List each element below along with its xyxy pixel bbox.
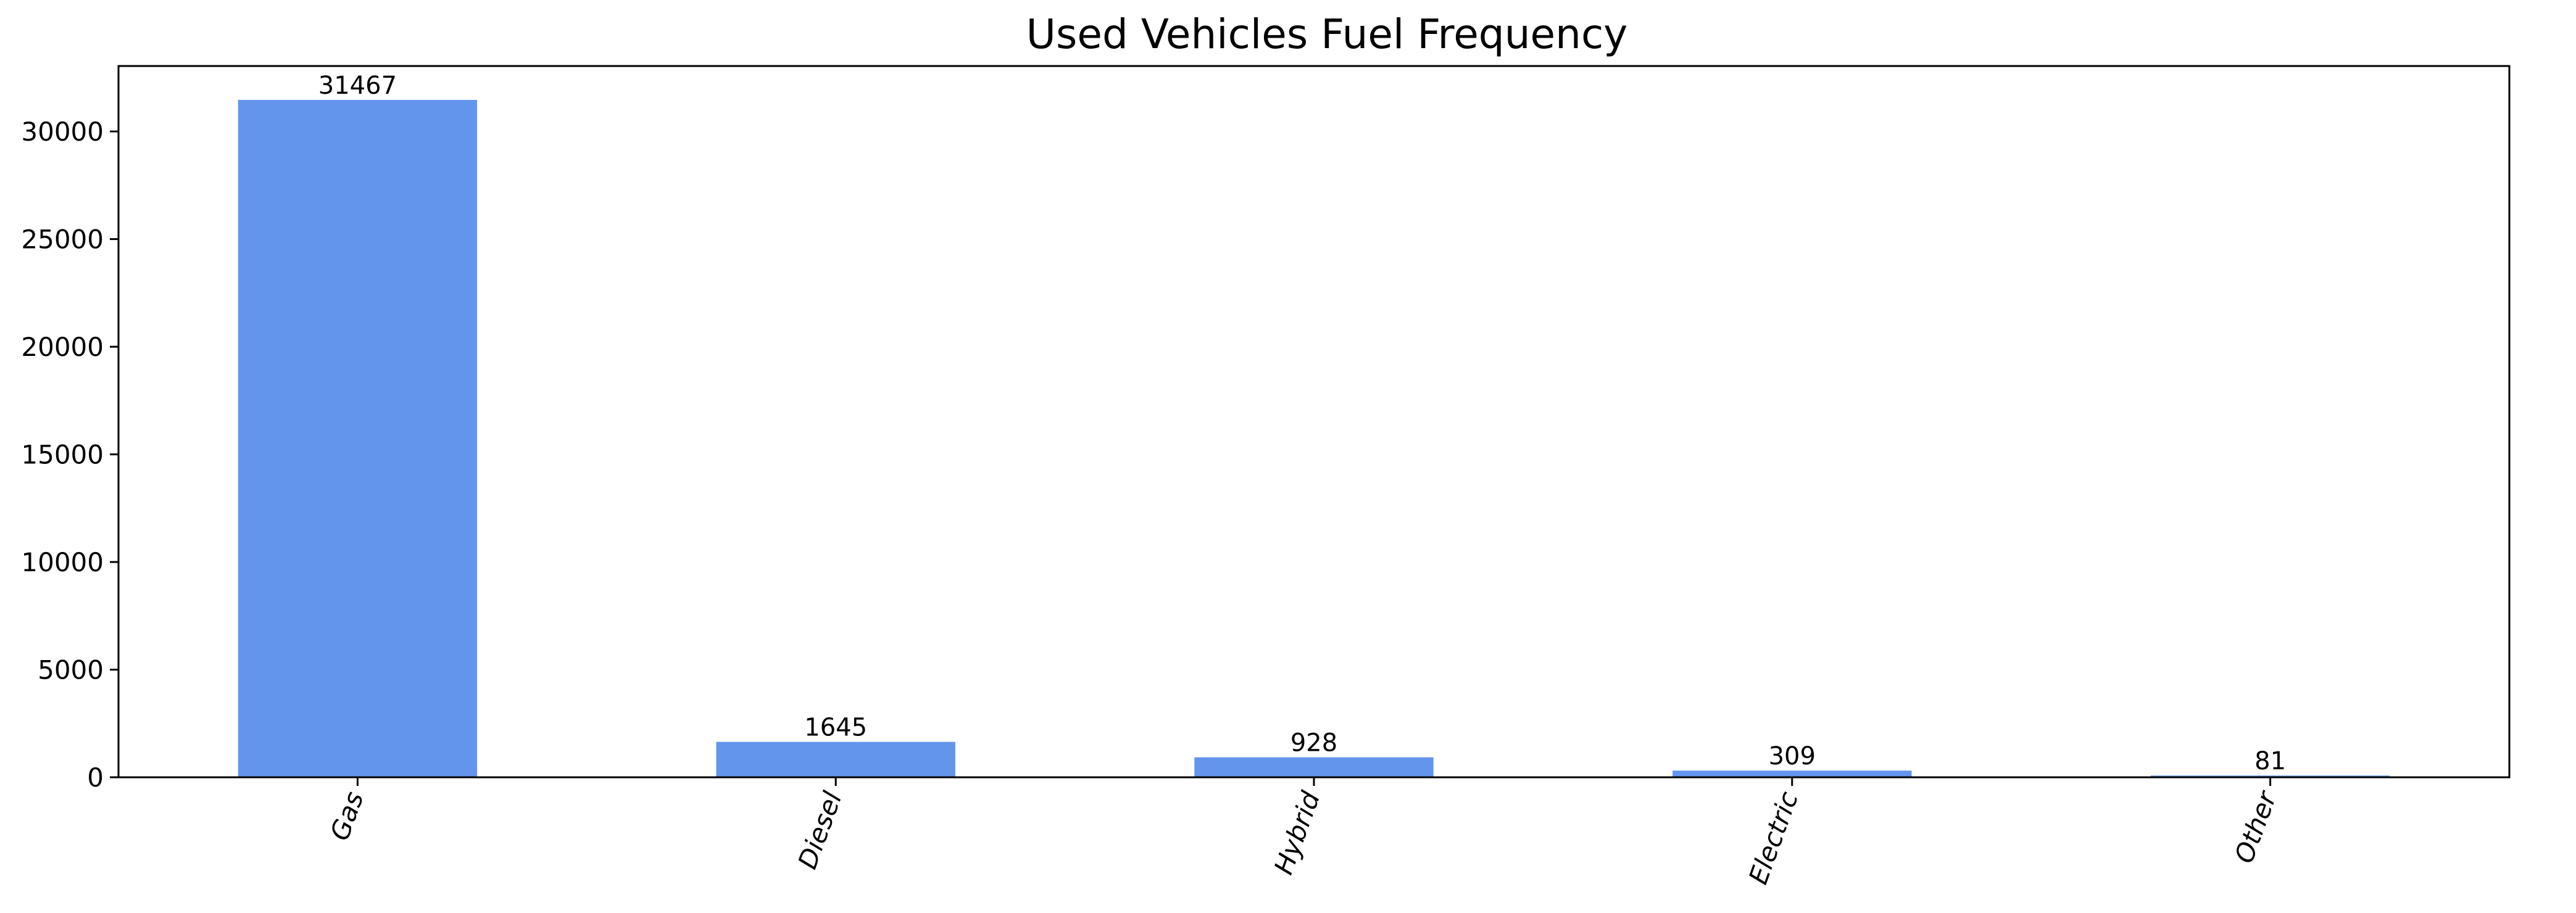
bar-diesel xyxy=(716,742,955,777)
y-tick-label: 0 xyxy=(87,762,104,793)
y-tick-label: 15000 xyxy=(21,440,104,470)
x-tick-label: Diesel xyxy=(792,787,847,873)
x-tick-label: Hybrid xyxy=(1268,787,1326,878)
bar-value-label: 31467 xyxy=(318,72,397,100)
y-tick-label: 30000 xyxy=(21,117,104,147)
plot-frame xyxy=(117,65,2511,779)
x-axis: Gas Diesel Hybrid Electric Other xyxy=(324,777,2283,888)
bar-electric xyxy=(1672,770,1912,777)
x-tick-label: Electric xyxy=(1743,788,1804,888)
y-tick-label: 5000 xyxy=(38,655,104,685)
x-tick-label: Other xyxy=(2229,786,2283,867)
bar-gas xyxy=(238,99,478,778)
y-tick-label: 25000 xyxy=(21,225,104,255)
y-tick-label: 10000 xyxy=(21,547,104,577)
chart-title: Used Vehicles Fuel Frequency xyxy=(1026,10,1628,58)
x-tick-label: Gas xyxy=(324,788,369,845)
bar-value-label: 928 xyxy=(1290,729,1337,758)
bars xyxy=(238,99,2390,778)
y-axis: 0 5000 10000 15000 20000 25000 30000 xyxy=(21,117,118,793)
bar-value-label: 1645 xyxy=(804,714,867,742)
y-tick-label: 20000 xyxy=(21,332,104,362)
bar-value-label: 309 xyxy=(1769,742,1816,770)
bar-value-labels: 31467 1645 928 309 81 xyxy=(318,72,2286,775)
bar-hybrid xyxy=(1194,757,1434,777)
bar-value-label: 81 xyxy=(2254,747,2286,775)
